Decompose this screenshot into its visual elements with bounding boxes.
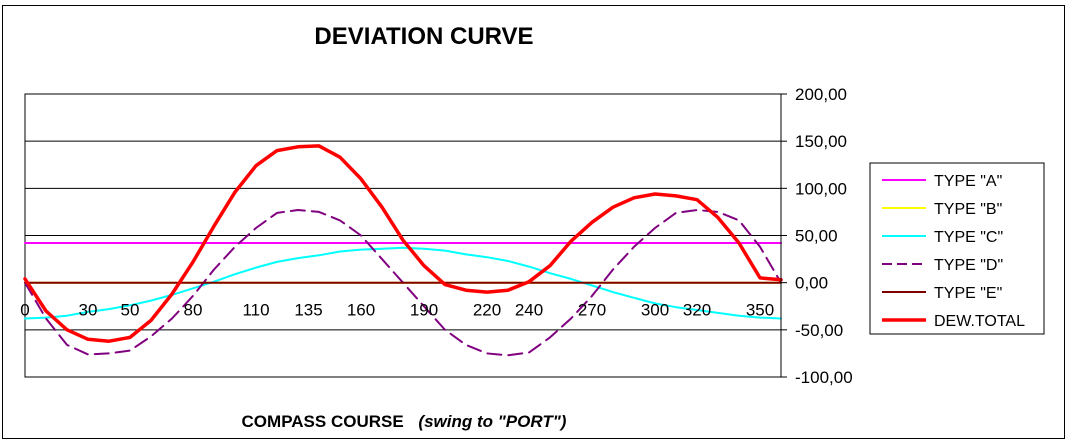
- legend-label-5: TYPE "E": [934, 285, 1002, 302]
- x-tick-label: 190: [410, 301, 438, 320]
- y-tick-label: 0,00: [795, 274, 828, 293]
- series-line-6: [23, 144, 783, 343]
- x-tick-label: 110: [242, 301, 269, 320]
- legend-label-6: DEW.TOTAL: [934, 313, 1025, 330]
- x-axis-label-main: COMPASS COURSE: [242, 412, 404, 431]
- x-tick-label: 80: [184, 301, 203, 320]
- y-tick-label: -100,00: [795, 368, 853, 387]
- legend-label-1: TYPE "A": [934, 173, 1002, 190]
- x-axis-label: COMPASS COURSE (swing to "PORT"): [242, 412, 567, 431]
- x-tick-labels: 0 30 50 80 110 135 160 190 220 240 270 300 320 350: [20, 301, 774, 320]
- y-tick-label: 100,00: [795, 179, 847, 198]
- legend-box: [869, 162, 1045, 335]
- x-tick-label: 135: [294, 301, 322, 320]
- x-tick-label: 0: [20, 301, 29, 320]
- x-tick-label: 30: [79, 301, 98, 320]
- chart-title: DEVIATION CURVE: [314, 23, 533, 50]
- legend-label-3: TYPE "C": [934, 229, 1003, 246]
- x-tick-label: 320: [683, 301, 711, 320]
- legend: TYPE "A" TYPE "B" TYPE "C" TYPE "D" TYPE "E"…: [869, 162, 1045, 335]
- y-tick-label: 200,00: [795, 85, 847, 104]
- x-tick-label: 300: [641, 301, 669, 320]
- legend-label-4: TYPE "D": [934, 257, 1003, 274]
- x-tick-label: 50: [121, 301, 140, 320]
- plot-area: 0 30 50 80 110 135 160 190 220 240 270 300 320 350 -1…: [20, 85, 852, 387]
- x-axis-label-note: (swing to "PORT"): [418, 412, 566, 431]
- x-tick-label: 220: [473, 301, 501, 320]
- y-axis: -100,00 -50,00 0,00 50,00 100,00 150,00 200,00: [780, 85, 853, 387]
- y-tick-label: 150,00: [795, 132, 847, 151]
- series-line-3: [24, 246, 782, 320]
- legend-label-2: TYPE "B": [934, 201, 1002, 218]
- x-tick-label: 160: [347, 301, 375, 320]
- y-tick-label: -50,00: [795, 321, 843, 340]
- y-tick-label: 50,00: [795, 227, 838, 246]
- x-tick-label: 240: [515, 301, 543, 320]
- x-tick-label: 270: [578, 301, 606, 320]
- series-layer: [23, 144, 783, 357]
- x-tick-label: 350: [746, 301, 774, 320]
